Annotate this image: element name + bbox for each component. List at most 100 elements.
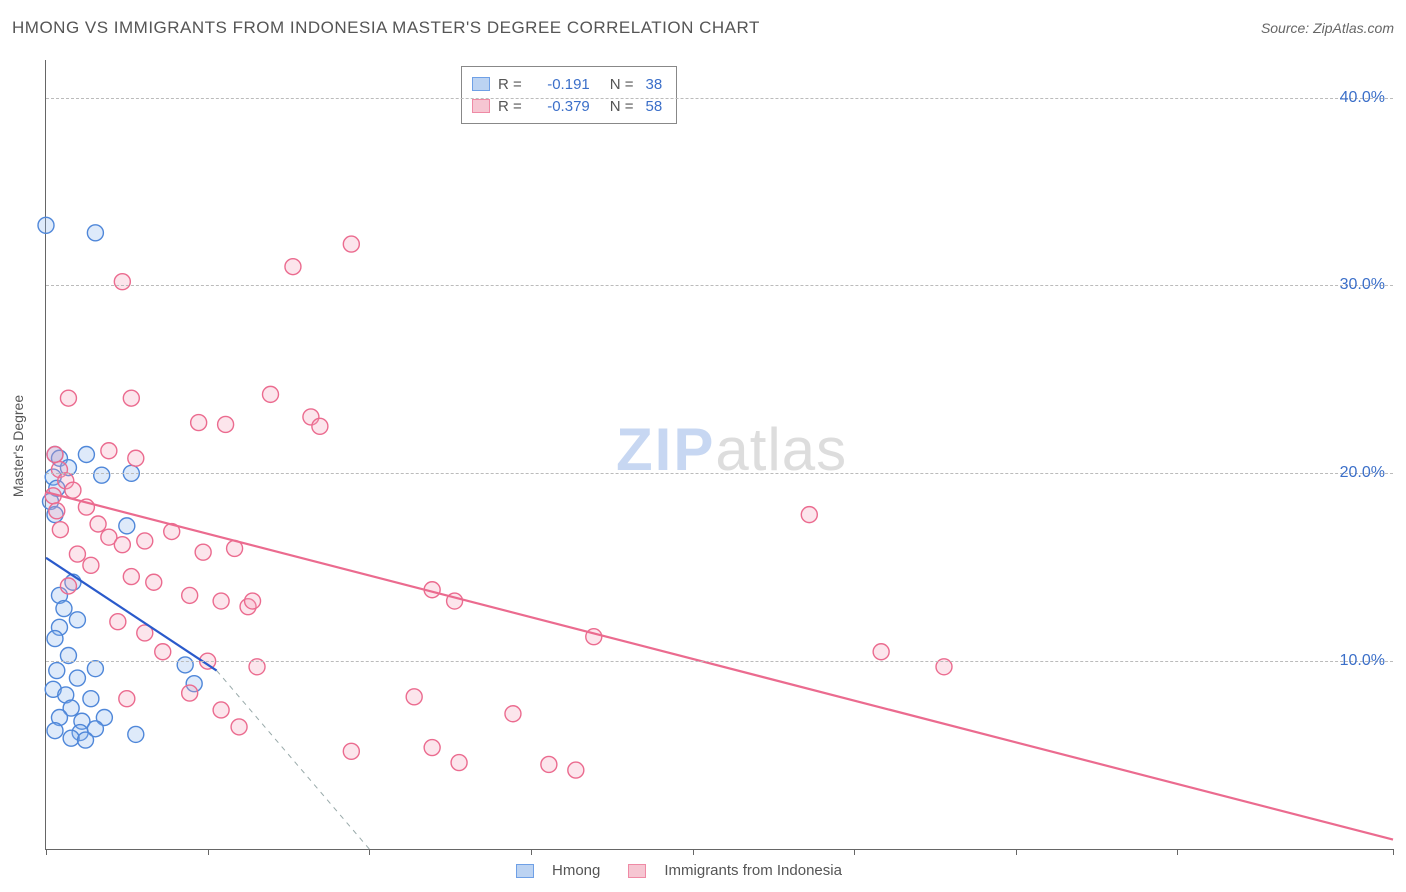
scatter-point xyxy=(128,450,144,466)
x-tick xyxy=(854,849,855,855)
chart-container: HMONG VS IMMIGRANTS FROM INDONESIA MASTE… xyxy=(0,0,1406,892)
scatter-point xyxy=(195,544,211,560)
scatter-point xyxy=(213,593,229,609)
legend-swatch xyxy=(472,77,490,91)
grid-line xyxy=(46,661,1393,662)
x-tick xyxy=(46,849,47,855)
scatter-point xyxy=(263,386,279,402)
scatter-point xyxy=(801,507,817,523)
stats-n-label: N = xyxy=(610,98,634,115)
scatter-point xyxy=(87,661,103,677)
scatter-point xyxy=(49,503,65,519)
scatter-point xyxy=(343,236,359,252)
scatter-point xyxy=(52,522,68,538)
source-attribution: Source: ZipAtlas.com xyxy=(1261,20,1394,36)
scatter-point xyxy=(245,593,261,609)
scatter-point xyxy=(873,644,889,660)
scatter-point xyxy=(424,740,440,756)
scatter-point xyxy=(56,601,72,617)
scatter-point xyxy=(38,217,54,233)
stats-legend-box: R = -0.191 N = 38 R = -0.379 N = 58 xyxy=(461,66,677,124)
scatter-point xyxy=(137,533,153,549)
scatter-point xyxy=(146,574,162,590)
plot-area: ZIPatlas R = -0.191 N = 38 R = -0.379 N … xyxy=(45,60,1393,850)
scatter-point xyxy=(94,467,110,483)
scatter-point xyxy=(65,482,81,498)
x-tick xyxy=(1177,849,1178,855)
scatter-point xyxy=(83,557,99,573)
scatter-point xyxy=(87,225,103,241)
scatter-point xyxy=(505,706,521,722)
stats-r-value: -0.191 xyxy=(534,76,590,93)
scatter-point xyxy=(451,755,467,771)
scatter-point xyxy=(218,416,234,432)
stats-n-value: 38 xyxy=(646,76,663,93)
y-axis-label: Master's Degree xyxy=(10,395,26,497)
x-tick xyxy=(531,849,532,855)
grid-line xyxy=(46,473,1393,474)
scatter-point xyxy=(69,546,85,562)
plot-svg xyxy=(46,60,1393,849)
scatter-point xyxy=(83,691,99,707)
scatter-point xyxy=(114,537,130,553)
scatter-point xyxy=(231,719,247,735)
scatter-point xyxy=(78,732,94,748)
scatter-point xyxy=(60,390,76,406)
y-tick-label: 40.0% xyxy=(1340,89,1385,107)
scatter-point xyxy=(101,443,117,459)
scatter-point xyxy=(47,447,63,463)
x-tick xyxy=(208,849,209,855)
scatter-point xyxy=(123,390,139,406)
trend-line-extrapolation xyxy=(217,671,370,849)
scatter-point xyxy=(155,644,171,660)
scatter-point xyxy=(60,578,76,594)
chart-title: HMONG VS IMMIGRANTS FROM INDONESIA MASTE… xyxy=(12,18,760,38)
scatter-point xyxy=(47,723,63,739)
scatter-point xyxy=(90,516,106,532)
series-legend-label: Hmong xyxy=(552,862,600,879)
y-tick-label: 20.0% xyxy=(1340,464,1385,482)
series-legend-label: Immigrants from Indonesia xyxy=(664,862,842,879)
grid-line xyxy=(46,285,1393,286)
scatter-point xyxy=(182,685,198,701)
trend-line xyxy=(46,492,1393,840)
scatter-point xyxy=(110,614,126,630)
scatter-point xyxy=(568,762,584,778)
scatter-point xyxy=(182,587,198,603)
scatter-point xyxy=(78,447,94,463)
x-tick xyxy=(1016,849,1017,855)
stats-r-label: R = xyxy=(498,98,522,115)
scatter-point xyxy=(213,702,229,718)
x-tick xyxy=(693,849,694,855)
scatter-point xyxy=(69,612,85,628)
scatter-point xyxy=(541,756,557,772)
series-legend: Hmong Immigrants from Indonesia xyxy=(516,862,842,879)
scatter-point xyxy=(123,569,139,585)
legend-swatch xyxy=(516,864,534,878)
x-tick xyxy=(369,849,370,855)
scatter-point xyxy=(285,259,301,275)
scatter-point xyxy=(119,691,135,707)
scatter-point xyxy=(69,670,85,686)
legend-swatch xyxy=(472,99,490,113)
scatter-point xyxy=(49,663,65,679)
legend-swatch xyxy=(628,864,646,878)
y-tick-label: 10.0% xyxy=(1340,652,1385,670)
scatter-point xyxy=(343,743,359,759)
scatter-point xyxy=(119,518,135,534)
stats-n-value: 58 xyxy=(646,98,663,115)
scatter-point xyxy=(128,726,144,742)
stats-n-label: N = xyxy=(610,76,634,93)
y-tick-label: 30.0% xyxy=(1340,276,1385,294)
scatter-point xyxy=(312,418,328,434)
scatter-point xyxy=(63,730,79,746)
x-tick xyxy=(1393,849,1394,855)
stats-r-label: R = xyxy=(498,76,522,93)
scatter-point xyxy=(191,415,207,431)
stats-legend-row: R = -0.191 N = 38 xyxy=(472,73,662,95)
scatter-point xyxy=(177,657,193,673)
scatter-point xyxy=(47,631,63,647)
scatter-point xyxy=(406,689,422,705)
scatter-point xyxy=(114,274,130,290)
stats-r-value: -0.379 xyxy=(534,98,590,115)
